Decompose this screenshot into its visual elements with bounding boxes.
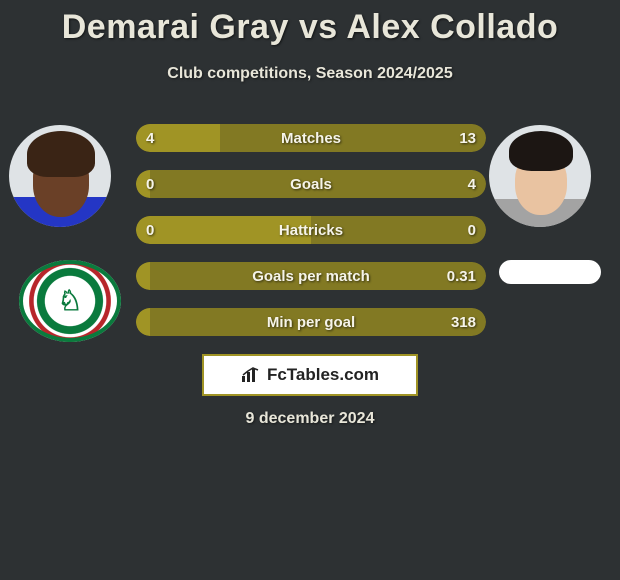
stat-label: Hattricks — [136, 216, 486, 244]
stat-label: Min per goal — [136, 308, 486, 336]
horse-icon: ♘ — [57, 284, 82, 317]
stat-bars: 413Matches 04Goals 00Hattricks 0.31Goals pe… — [136, 124, 486, 354]
stat-bar: 04Goals — [136, 170, 486, 198]
stat-bar: 0.31Goals per match — [136, 262, 486, 290]
brand-box: FcTables.com — [202, 354, 418, 396]
club-left-badge: ♘ — [19, 260, 121, 342]
subtitle: Club competitions, Season 2024/2025 — [0, 65, 620, 83]
stat-bar: 413Matches — [136, 124, 486, 152]
stat-label: Matches — [136, 124, 486, 152]
page-title: Demarai Gray vs Alex Collado — [0, 0, 620, 47]
comparison-canvas: Demarai Gray vs Alex Collado Club compet… — [0, 0, 620, 580]
player-left-avatar — [9, 125, 111, 227]
club-right-badge — [499, 260, 601, 284]
stat-bar: 00Hattricks — [136, 216, 486, 244]
bar-chart-icon — [241, 367, 261, 383]
date-text: 9 december 2024 — [0, 410, 620, 428]
stat-label: Goals per match — [136, 262, 486, 290]
brand-text: FcTables.com — [267, 365, 379, 385]
stat-bar: 318Min per goal — [136, 308, 486, 336]
player-right-avatar — [489, 125, 591, 227]
stat-label: Goals — [136, 170, 486, 198]
